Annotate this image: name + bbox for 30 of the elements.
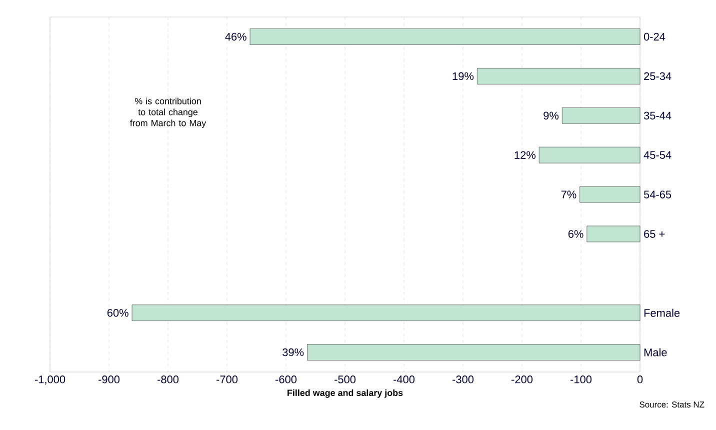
source-note: Source: Stats NZ — [640, 402, 704, 408]
y-tick-label: 45-54 — [644, 151, 672, 159]
x-tick-label: -700 — [216, 376, 238, 384]
y-tick-label: Female — [644, 308, 680, 317]
x-tick-label: -800 — [158, 376, 179, 384]
annotation: 19% — [452, 72, 474, 80]
annotation: 12% — [514, 151, 536, 159]
annotation: % is contribution to total change from March to May — [130, 98, 206, 128]
x-axis-title: Filled wage and salary jobs — [288, 389, 403, 398]
y-tick-label: Male — [644, 348, 667, 356]
annotation: 7% — [561, 190, 576, 198]
annotation: 39% — [282, 348, 304, 356]
x-tick-label: -900 — [98, 376, 120, 384]
x-tick-label: -1,000 — [34, 376, 66, 385]
x-tick-label: 0 — [637, 376, 643, 384]
x-tick-label: -100 — [570, 376, 592, 384]
y-tick-label: 54-65 — [644, 190, 672, 198]
x-tick-label: -300 — [452, 376, 474, 384]
x-tick-label: -600 — [276, 376, 297, 384]
x-tick-label: -400 — [394, 376, 415, 384]
annotation: 46% — [225, 32, 246, 41]
x-tick-label: -200 — [512, 376, 533, 384]
x-tick-label: -500 — [334, 376, 356, 384]
annotation: 6% — [568, 230, 584, 238]
annotation: 60% — [107, 308, 128, 317]
annotation: 9% — [544, 112, 559, 120]
y-tick-label: 25-34 — [644, 72, 672, 80]
y-tick-label: 0-24 — [644, 32, 666, 41]
y-tick-label: 35-44 — [644, 112, 672, 120]
y-tick-label: 65 + — [644, 230, 665, 238]
